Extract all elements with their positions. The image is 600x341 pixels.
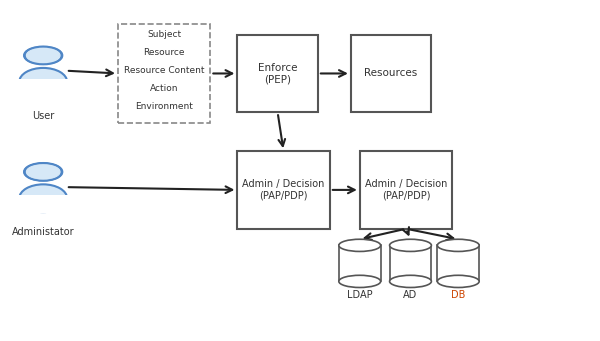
Text: Action: Action [150, 84, 178, 93]
FancyBboxPatch shape [237, 35, 318, 112]
Text: Resource: Resource [143, 48, 185, 57]
Circle shape [26, 164, 60, 180]
Text: LDAP: LDAP [347, 290, 373, 300]
FancyBboxPatch shape [13, 79, 73, 97]
Text: DB: DB [451, 290, 466, 300]
FancyBboxPatch shape [351, 35, 431, 112]
Ellipse shape [437, 239, 479, 251]
Ellipse shape [389, 239, 431, 251]
Ellipse shape [19, 68, 67, 95]
FancyBboxPatch shape [389, 246, 431, 281]
FancyBboxPatch shape [13, 195, 73, 213]
Circle shape [24, 163, 62, 181]
FancyBboxPatch shape [118, 24, 211, 123]
Text: AD: AD [403, 290, 418, 300]
FancyBboxPatch shape [339, 246, 380, 281]
Text: User: User [32, 111, 55, 121]
Text: Subject: Subject [147, 30, 181, 39]
Ellipse shape [19, 184, 67, 212]
FancyBboxPatch shape [437, 246, 479, 281]
Text: Enforce
(PEP): Enforce (PEP) [258, 63, 298, 84]
Text: Administator: Administator [12, 227, 74, 237]
Ellipse shape [437, 275, 479, 287]
Circle shape [26, 48, 60, 63]
Ellipse shape [339, 239, 380, 251]
Ellipse shape [339, 275, 380, 287]
Text: Resource Content: Resource Content [124, 66, 205, 75]
Text: Admin / Decision
(PAP/PDP): Admin / Decision (PAP/PDP) [365, 179, 447, 201]
Text: Environment: Environment [135, 102, 193, 111]
Text: Resources: Resources [364, 69, 418, 78]
FancyBboxPatch shape [237, 151, 330, 229]
Circle shape [24, 47, 62, 64]
FancyBboxPatch shape [360, 151, 452, 229]
Ellipse shape [389, 275, 431, 287]
Text: Admin / Decision
(PAP/PDP): Admin / Decision (PAP/PDP) [242, 179, 325, 201]
